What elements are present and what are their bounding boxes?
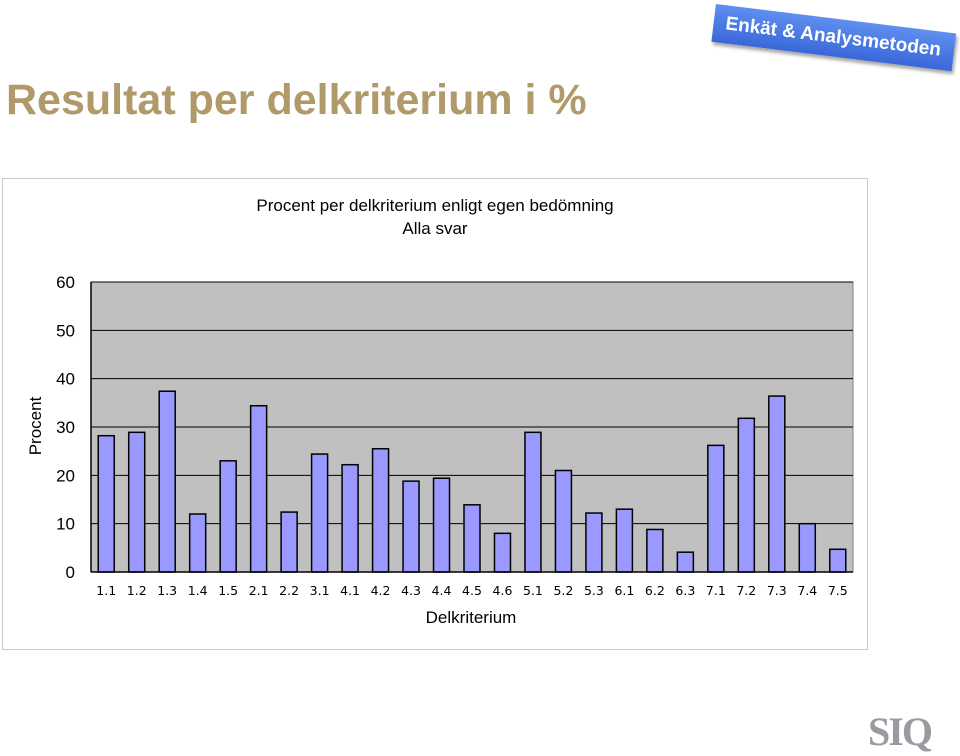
- x-tick-label: 4.5: [462, 583, 482, 598]
- bar-1.2: [127, 431, 146, 573]
- x-tick-label: 4.3: [401, 583, 421, 598]
- y-axis-ticks: 0 10 20 30 40 50 60: [56, 273, 75, 582]
- bar-2.1: [249, 404, 268, 573]
- bar-7.1: [707, 444, 725, 573]
- x-tick-label: 6.3: [675, 583, 695, 598]
- x-tick-label: 5.3: [584, 583, 604, 598]
- siq-logo: SIQ: [868, 709, 933, 754]
- x-tick-label: 3.1: [310, 583, 330, 598]
- bar-4.3: [402, 480, 420, 573]
- bar-1.1: [97, 434, 115, 573]
- bar-4.4: [432, 477, 451, 573]
- x-tick-label: 4.1: [340, 583, 360, 598]
- bar-7.3: [768, 395, 786, 573]
- y-tick-label: 0: [66, 563, 75, 582]
- y-tick-label: 20: [56, 466, 75, 485]
- bar-5.3: [585, 512, 603, 573]
- y-tick-label: 60: [56, 273, 75, 292]
- x-tick-label: 1.4: [188, 583, 208, 598]
- x-tick-label: 6.2: [645, 583, 665, 598]
- x-tick-label: 1.5: [218, 583, 238, 598]
- bar-4.2: [371, 448, 390, 573]
- x-tick-label: 2.1: [249, 583, 269, 598]
- x-tick-label: 1.3: [157, 583, 177, 598]
- bar-1.5: [219, 460, 237, 573]
- x-axis-label: Delkriterium: [426, 608, 517, 627]
- bar-7.5: [829, 548, 847, 573]
- x-tick-label: 7.1: [706, 583, 726, 598]
- x-tick-label: 7.3: [767, 583, 787, 598]
- bar-5.1: [524, 431, 542, 573]
- bar-5.2: [554, 469, 573, 573]
- y-tick-label: 30: [56, 418, 75, 437]
- y-tick-label: 50: [56, 321, 75, 340]
- bars: [97, 390, 847, 573]
- x-tick-label: 5.2: [553, 583, 573, 598]
- bar-7.2: [737, 417, 756, 573]
- chart-subtitle: Alla svar: [402, 219, 468, 238]
- x-tick-label: 1.2: [127, 583, 147, 598]
- x-tick-label: 1.1: [96, 583, 116, 598]
- bar-6.2: [646, 528, 664, 573]
- chart-title: Procent per delkriterium enligt egen bed…: [256, 196, 613, 215]
- x-axis-ticks: 1.1 1.2 1.3 1.4 1.5 2.1 2.2 3.1 4.1 4.2 4.3 4.4 4.5 4…: [96, 583, 847, 598]
- bar-1.3: [158, 390, 176, 573]
- y-tick-label: 40: [56, 370, 75, 389]
- bar-chart: Procent per delkriterium enligt egen bed…: [26, 196, 854, 627]
- x-tick-label: 7.2: [736, 583, 756, 598]
- y-tick-label: 10: [56, 515, 75, 534]
- bar-6.1: [615, 508, 634, 573]
- x-tick-label: 2.2: [279, 583, 299, 598]
- x-tick-label: 4.4: [432, 583, 452, 598]
- x-tick-label: 7.5: [828, 583, 848, 598]
- bar-2.2: [280, 511, 298, 573]
- x-tick-label: 4.2: [371, 583, 391, 598]
- bar-4.6: [493, 532, 512, 573]
- method-banner: Enkät & Analysmetoden: [711, 4, 957, 72]
- chart-frame: Procent per delkriterium enligt egen bed…: [2, 178, 868, 650]
- bar-6.3: [676, 551, 695, 573]
- y-axis-label: Procent: [26, 396, 45, 455]
- bar-4.1: [341, 463, 359, 573]
- bar-7.4: [798, 522, 817, 573]
- bar-1.4: [188, 513, 207, 573]
- bar-3.1: [310, 453, 329, 573]
- grid-lines: [91, 281, 853, 525]
- x-tick-label: 4.6: [493, 583, 513, 598]
- x-tick-label: 5.1: [523, 583, 543, 598]
- bar-4.5: [463, 504, 481, 573]
- x-tick-label: 7.4: [797, 583, 817, 598]
- x-tick-label: 6.1: [614, 583, 634, 598]
- slide-title: Resultat per delkriterium i %: [6, 76, 587, 124]
